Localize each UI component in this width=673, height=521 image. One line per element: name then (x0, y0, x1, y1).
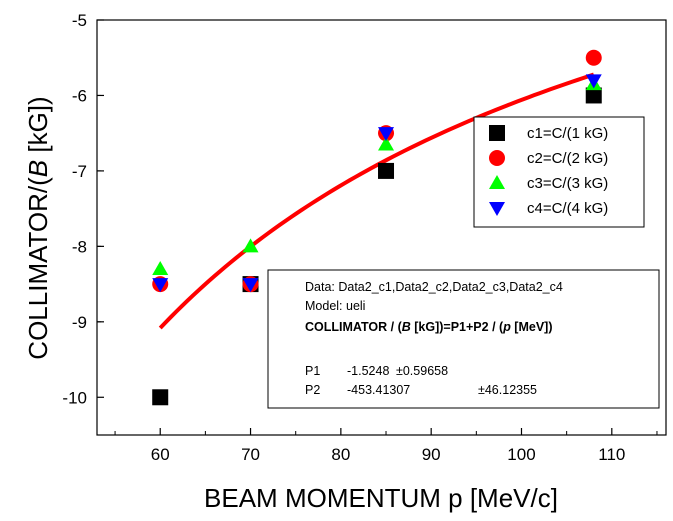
y-tick-label: -5 (72, 11, 87, 30)
fit-p2-error: ±46.12355 (478, 383, 537, 397)
point-c1 (152, 389, 169, 406)
x-tick-label: 110 (598, 445, 625, 464)
point-c4 (585, 74, 602, 89)
x-tick-label: 100 (507, 445, 535, 464)
point-c1 (378, 162, 395, 179)
x-tick-label: 70 (241, 445, 260, 464)
x-tick-label: 90 (422, 445, 441, 464)
fit-p2-name: P2 (305, 383, 320, 397)
fit-data-line: Data: Data2_c1,Data2_c2,Data2_c3,Data2_c… (305, 280, 563, 294)
fit-model-line: Model: ueli (305, 299, 365, 313)
y-tick-label: -6 (72, 86, 87, 105)
legend-marker-c1 (489, 125, 505, 141)
legend-label-c4: c4=C/(4 kG) (527, 200, 608, 217)
legend-label-c3: c3=C/(3 kG) (527, 175, 608, 192)
point-c4 (378, 127, 395, 142)
point-c3 (152, 261, 169, 275)
legend-marker-c2 (489, 150, 505, 166)
legend-label-c1: c1=C/(1 kG) (527, 125, 608, 142)
point-c4 (242, 278, 259, 293)
fit-p2-value: -453.41307 (347, 383, 410, 397)
fit-p1-name: P1 (305, 364, 320, 378)
y-tick-label: -7 (72, 162, 87, 181)
legend: c1=C/(1 kG) c2=C/(2 kG) c3=C/(3 kG) c4=C… (473, 116, 645, 228)
point-c4 (152, 278, 169, 293)
point-c3 (378, 136, 395, 151)
fit-curve-layer (158, 72, 595, 330)
y-tick-label: -9 (72, 313, 87, 332)
data-points (152, 49, 602, 406)
x-tick-label: 60 (151, 445, 170, 464)
fit-p1-error: ±0.59658 (396, 364, 448, 378)
fit-equation: COLLIMATOR / (B [kG])=P1+P2 / (p [MeV]) (305, 320, 553, 334)
y-tick-label: -8 (72, 237, 87, 256)
y-tick-label: -10 (62, 388, 87, 407)
tick-labels: 60 70 80 90 100 110 -10 -9 -8 -7 -6 -5 (62, 11, 625, 464)
fit-curve (158, 72, 595, 330)
axis-ticks (97, 19, 658, 435)
fit-p1-value: -1.5248 (347, 364, 389, 378)
legend-marker-c3 (489, 175, 505, 189)
fit-box-frame (267, 269, 660, 409)
plot-frame (96, 19, 667, 436)
legend-label-c2: c2=C/(2 kG) (527, 150, 608, 167)
point-c1 (585, 87, 602, 104)
legend-markers (489, 125, 505, 216)
x-axis-title: BEAM MOMENTUM p [MeV/c] (204, 483, 558, 513)
legend-marker-c4 (489, 202, 505, 216)
point-c2 (585, 49, 602, 66)
y-axis-title: COLLIMATOR/(B [kG]) (23, 96, 53, 359)
point-c3 (242, 238, 259, 253)
fit-results-box: Data: Data2_c1,Data2_c2,Data2_c3,Data2_c… (267, 269, 660, 409)
x-tick-label: 80 (331, 445, 350, 464)
